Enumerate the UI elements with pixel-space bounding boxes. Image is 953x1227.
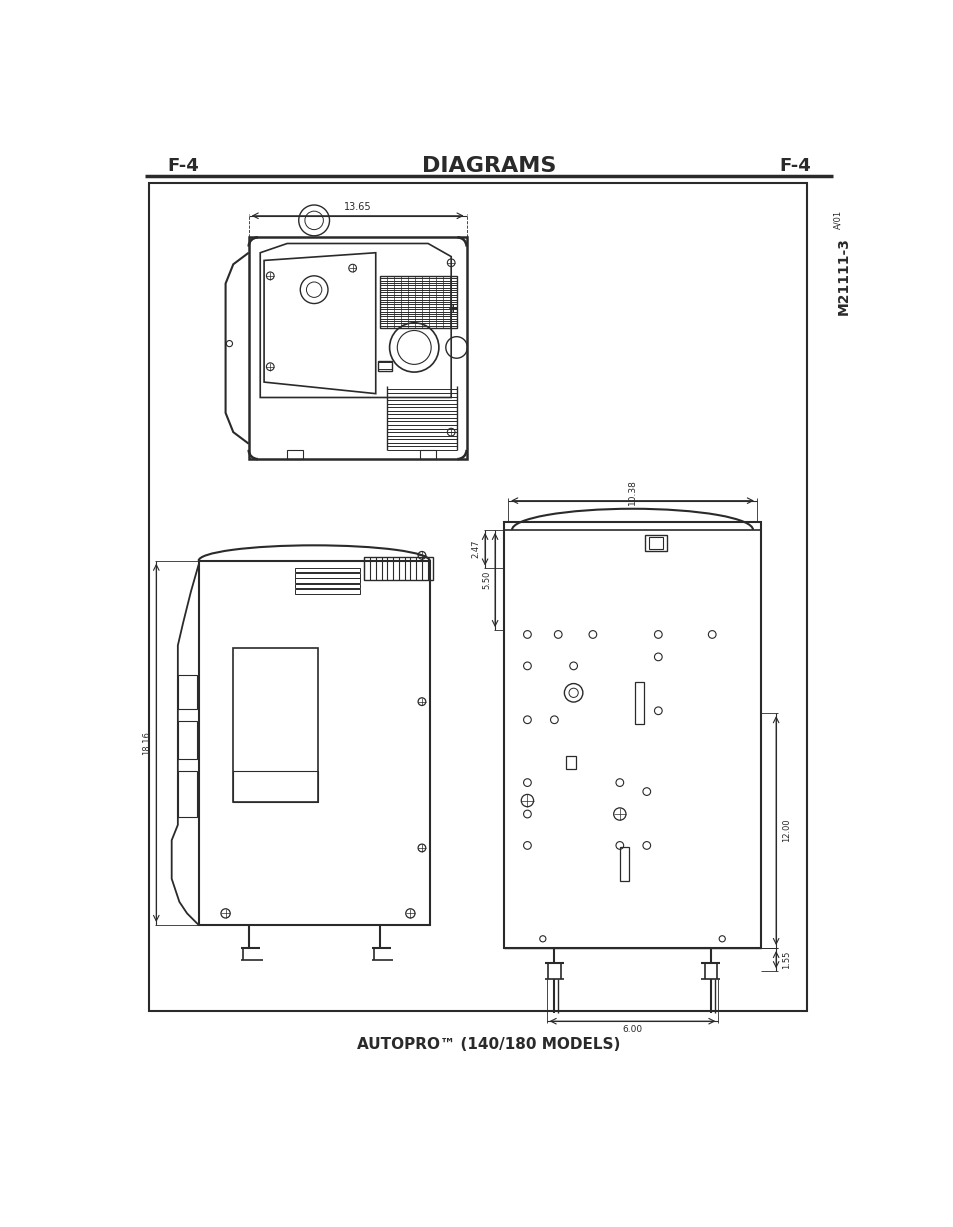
Text: 12.00: 12.00 <box>781 818 791 843</box>
Text: A/01: A/01 <box>832 210 841 229</box>
Bar <box>649 537 662 550</box>
Bar <box>294 584 360 589</box>
Bar <box>565 756 576 769</box>
Text: 6.00: 6.00 <box>621 1026 642 1034</box>
Text: F-4: F-4 <box>168 157 199 175</box>
Bar <box>294 578 360 583</box>
Text: 2.47: 2.47 <box>471 540 479 558</box>
Bar <box>233 648 317 801</box>
Text: 18.16: 18.16 <box>142 731 152 755</box>
Bar <box>364 557 433 580</box>
Text: 10.38: 10.38 <box>627 480 637 506</box>
Bar <box>149 183 806 1011</box>
Bar <box>233 771 317 801</box>
Text: 13.65: 13.65 <box>343 201 371 211</box>
Bar <box>287 450 302 459</box>
Bar <box>177 771 197 817</box>
Bar <box>377 362 392 369</box>
Text: F-4: F-4 <box>779 157 810 175</box>
Text: +: + <box>447 302 457 315</box>
Text: 5.50: 5.50 <box>481 571 491 589</box>
Bar <box>177 675 197 709</box>
Bar <box>249 237 466 459</box>
Text: M21111-3: M21111-3 <box>836 237 850 315</box>
Bar <box>294 589 360 594</box>
Text: AUTOPRO™ (140/180 MODELS): AUTOPRO™ (140/180 MODELS) <box>356 1037 620 1052</box>
Bar <box>420 450 436 459</box>
Bar <box>619 847 628 881</box>
Bar <box>377 361 392 371</box>
Bar <box>644 535 666 551</box>
Bar <box>198 561 429 925</box>
Bar <box>635 682 644 724</box>
Bar <box>379 276 456 328</box>
Text: DIAGRAMS: DIAGRAMS <box>421 157 556 177</box>
Bar <box>177 721 197 760</box>
Text: 1.55: 1.55 <box>781 951 791 969</box>
Bar <box>504 523 760 948</box>
Bar <box>294 568 360 572</box>
Bar <box>294 573 360 578</box>
